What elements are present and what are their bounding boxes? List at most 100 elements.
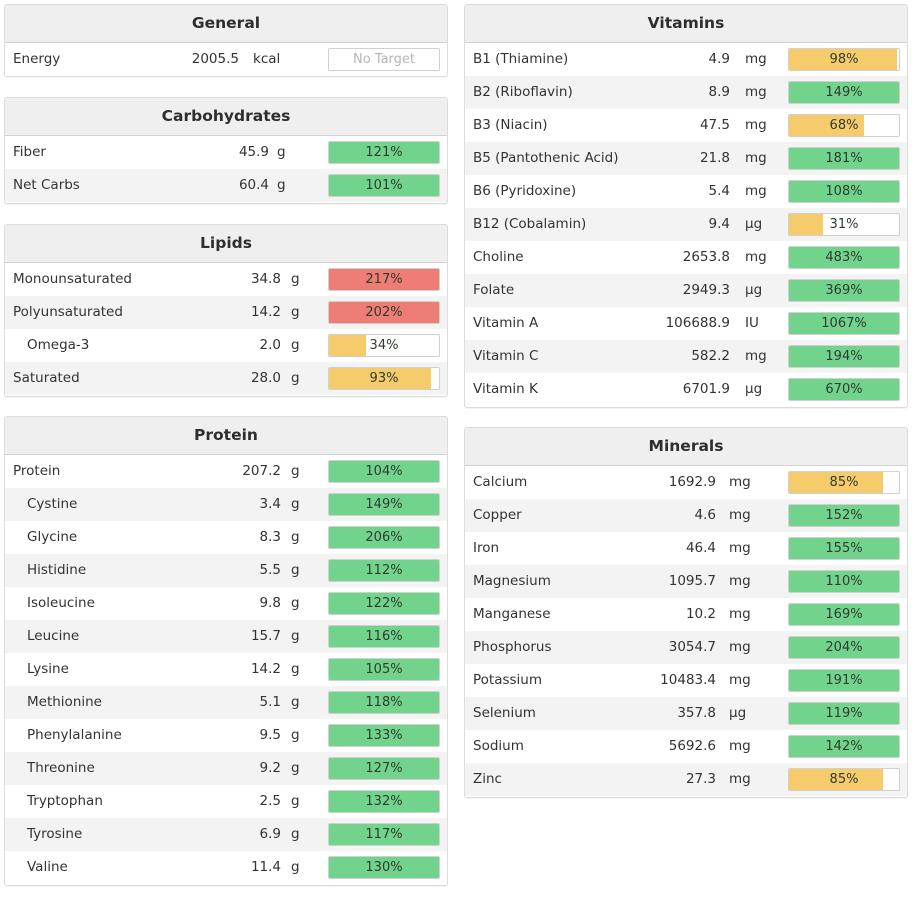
nutrient-unit: mg (729, 507, 751, 523)
nutrient-row: Cystine 3.4 g 149% (5, 488, 447, 521)
minerals-title: Minerals (465, 428, 907, 466)
nutrient-name: Glycine (27, 529, 78, 545)
nutrient-amount: 106688.9 (665, 315, 730, 331)
nutrient-unit: mg (745, 150, 767, 166)
nutrient-row: B1 (Thiamine) 4.9 mg 98% (465, 43, 907, 76)
nutrient-row: Phenylalanine 9.5 g 133% (5, 719, 447, 752)
vitamins-title: Vitamins (465, 5, 907, 43)
nutrient-amount: 2653.8 (682, 249, 730, 265)
nutrient-unit: g (277, 144, 286, 160)
nutrient-unit: mg (745, 183, 767, 199)
target-progress-bar: 68% (788, 114, 900, 137)
lipids-panel: Lipids Monounsaturated 34.8 g 217% Polyunsat… (4, 224, 448, 397)
percent-label: 204% (825, 640, 863, 655)
target-progress-bar: 101% (328, 174, 440, 197)
protein-panel: Protein Protein 207.2 g 104% Cystine 3.4 g 149%… (4, 416, 448, 886)
nutrient-amount: 9.4 (708, 216, 730, 232)
nutrient-row: B3 (Niacin) 47.5 mg 68% (465, 109, 907, 142)
percent-label: 98% (829, 52, 859, 67)
general-title: General (5, 5, 447, 43)
nutrient-row: Polyunsaturated 14.2 g 202% (5, 296, 447, 329)
nutrient-name: B3 (Niacin) (473, 117, 548, 133)
nutrient-unit: mg (745, 51, 767, 67)
percent-label: 194% (825, 349, 863, 364)
target-progress-bar: 169% (788, 603, 900, 626)
protein-title: Protein (5, 417, 447, 455)
percent-label: 202% (365, 305, 403, 320)
percent-label: 127% (365, 761, 403, 776)
lipids-title: Lipids (5, 225, 447, 263)
progress-fill (329, 302, 439, 323)
percent-label: 483% (825, 250, 863, 265)
nutrient-row: B12 (Cobalamin) 9.4 µg 31% (465, 208, 907, 241)
progress-fill (789, 604, 899, 625)
nutrient-row: Tyrosine 6.9 g 117% (5, 818, 447, 851)
progress-fill (329, 494, 439, 515)
percent-label: 112% (365, 563, 403, 578)
nutrient-row: Fiber 45.9 g 121% (5, 136, 447, 169)
percent-label: 85% (829, 772, 859, 787)
nutrient-row: Potassium 10483.4 mg 191% (465, 664, 907, 697)
nutrient-unit: mg (745, 249, 767, 265)
nutrient-row: Vitamin A 106688.9 IU 1067% (465, 307, 907, 340)
progress-fill (789, 670, 899, 691)
nutrient-unit: g (291, 694, 300, 710)
nutrient-name: Isoleucine (27, 595, 95, 611)
minerals-panel: Minerals Calcium 1692.9 mg 85% Copper 4.6 mg 15… (464, 427, 908, 798)
nutrient-name: Protein (13, 463, 61, 479)
target-progress-bar: 117% (328, 823, 440, 846)
target-progress-bar: 85% (788, 768, 900, 791)
nutrient-name: B2 (Riboflavin) (473, 84, 573, 100)
nutrient-amount: 8.3 (259, 529, 281, 545)
progress-fill (789, 181, 899, 202)
nutrient-name: Selenium (473, 705, 536, 721)
nutrient-row: Magnesium 1095.7 mg 110% (465, 565, 907, 598)
target-progress-bar: 152% (788, 504, 900, 527)
percent-label: 206% (365, 530, 403, 545)
target-progress-bar: 116% (328, 625, 440, 648)
progress-fill (329, 269, 439, 290)
nutrient-amount: 9.8 (259, 595, 281, 611)
nutrient-unit: g (291, 370, 300, 386)
nutrient-name: Potassium (473, 672, 543, 688)
target-progress-bar: 132% (328, 790, 440, 813)
nutrient-row: Histidine 5.5 g 112% (5, 554, 447, 587)
target-progress-bar: 98% (788, 48, 900, 71)
nutrient-name: Sodium (473, 738, 524, 754)
percent-label: 122% (365, 596, 403, 611)
percent-label: 155% (825, 541, 863, 556)
percent-label: 110% (825, 574, 863, 589)
carbohydrates-title: Carbohydrates (5, 98, 447, 136)
progress-fill (329, 335, 367, 356)
nutrient-amount: 15.7 (250, 628, 281, 644)
nutrient-unit: µg (729, 705, 747, 721)
progress-fill (789, 247, 899, 268)
nutrient-amount: 28.0 (250, 370, 281, 386)
progress-fill (789, 346, 899, 367)
percent-label: 104% (365, 464, 403, 479)
nutrient-row: B2 (Riboflavin) 8.9 mg 149% (465, 76, 907, 109)
nutrient-unit: µg (745, 216, 763, 232)
target-label: No Target (352, 52, 416, 67)
nutrient-amount: 5.5 (259, 562, 281, 578)
nutrient-amount: 6701.9 (682, 381, 730, 397)
nutrient-unit: mg (729, 540, 751, 556)
nutrient-row: B5 (Pantothenic Acid) 21.8 mg 181% (465, 142, 907, 175)
target-progress-bar: 104% (328, 460, 440, 483)
progress-fill (789, 571, 899, 592)
progress-fill (329, 142, 439, 163)
nutrient-amount: 21.8 (699, 150, 730, 166)
nutrient-unit: g (291, 826, 300, 842)
protein-rows: Protein 207.2 g 104% Cystine 3.4 g 149% Glycine 8… (5, 455, 447, 884)
progress-fill (329, 824, 439, 845)
nutrient-unit: g (291, 304, 300, 320)
progress-fill (329, 692, 439, 713)
target-progress-bar: 31% (788, 213, 900, 236)
progress-fill (329, 758, 439, 779)
nutrient-unit: g (291, 859, 300, 875)
percent-label: 1067% (821, 316, 867, 331)
nutrient-row: Isoleucine 9.8 g 122% (5, 587, 447, 620)
nutrient-row: Folate 2949.3 µg 369% (465, 274, 907, 307)
nutrient-unit: g (291, 727, 300, 743)
nutrient-name: Saturated (13, 370, 80, 386)
